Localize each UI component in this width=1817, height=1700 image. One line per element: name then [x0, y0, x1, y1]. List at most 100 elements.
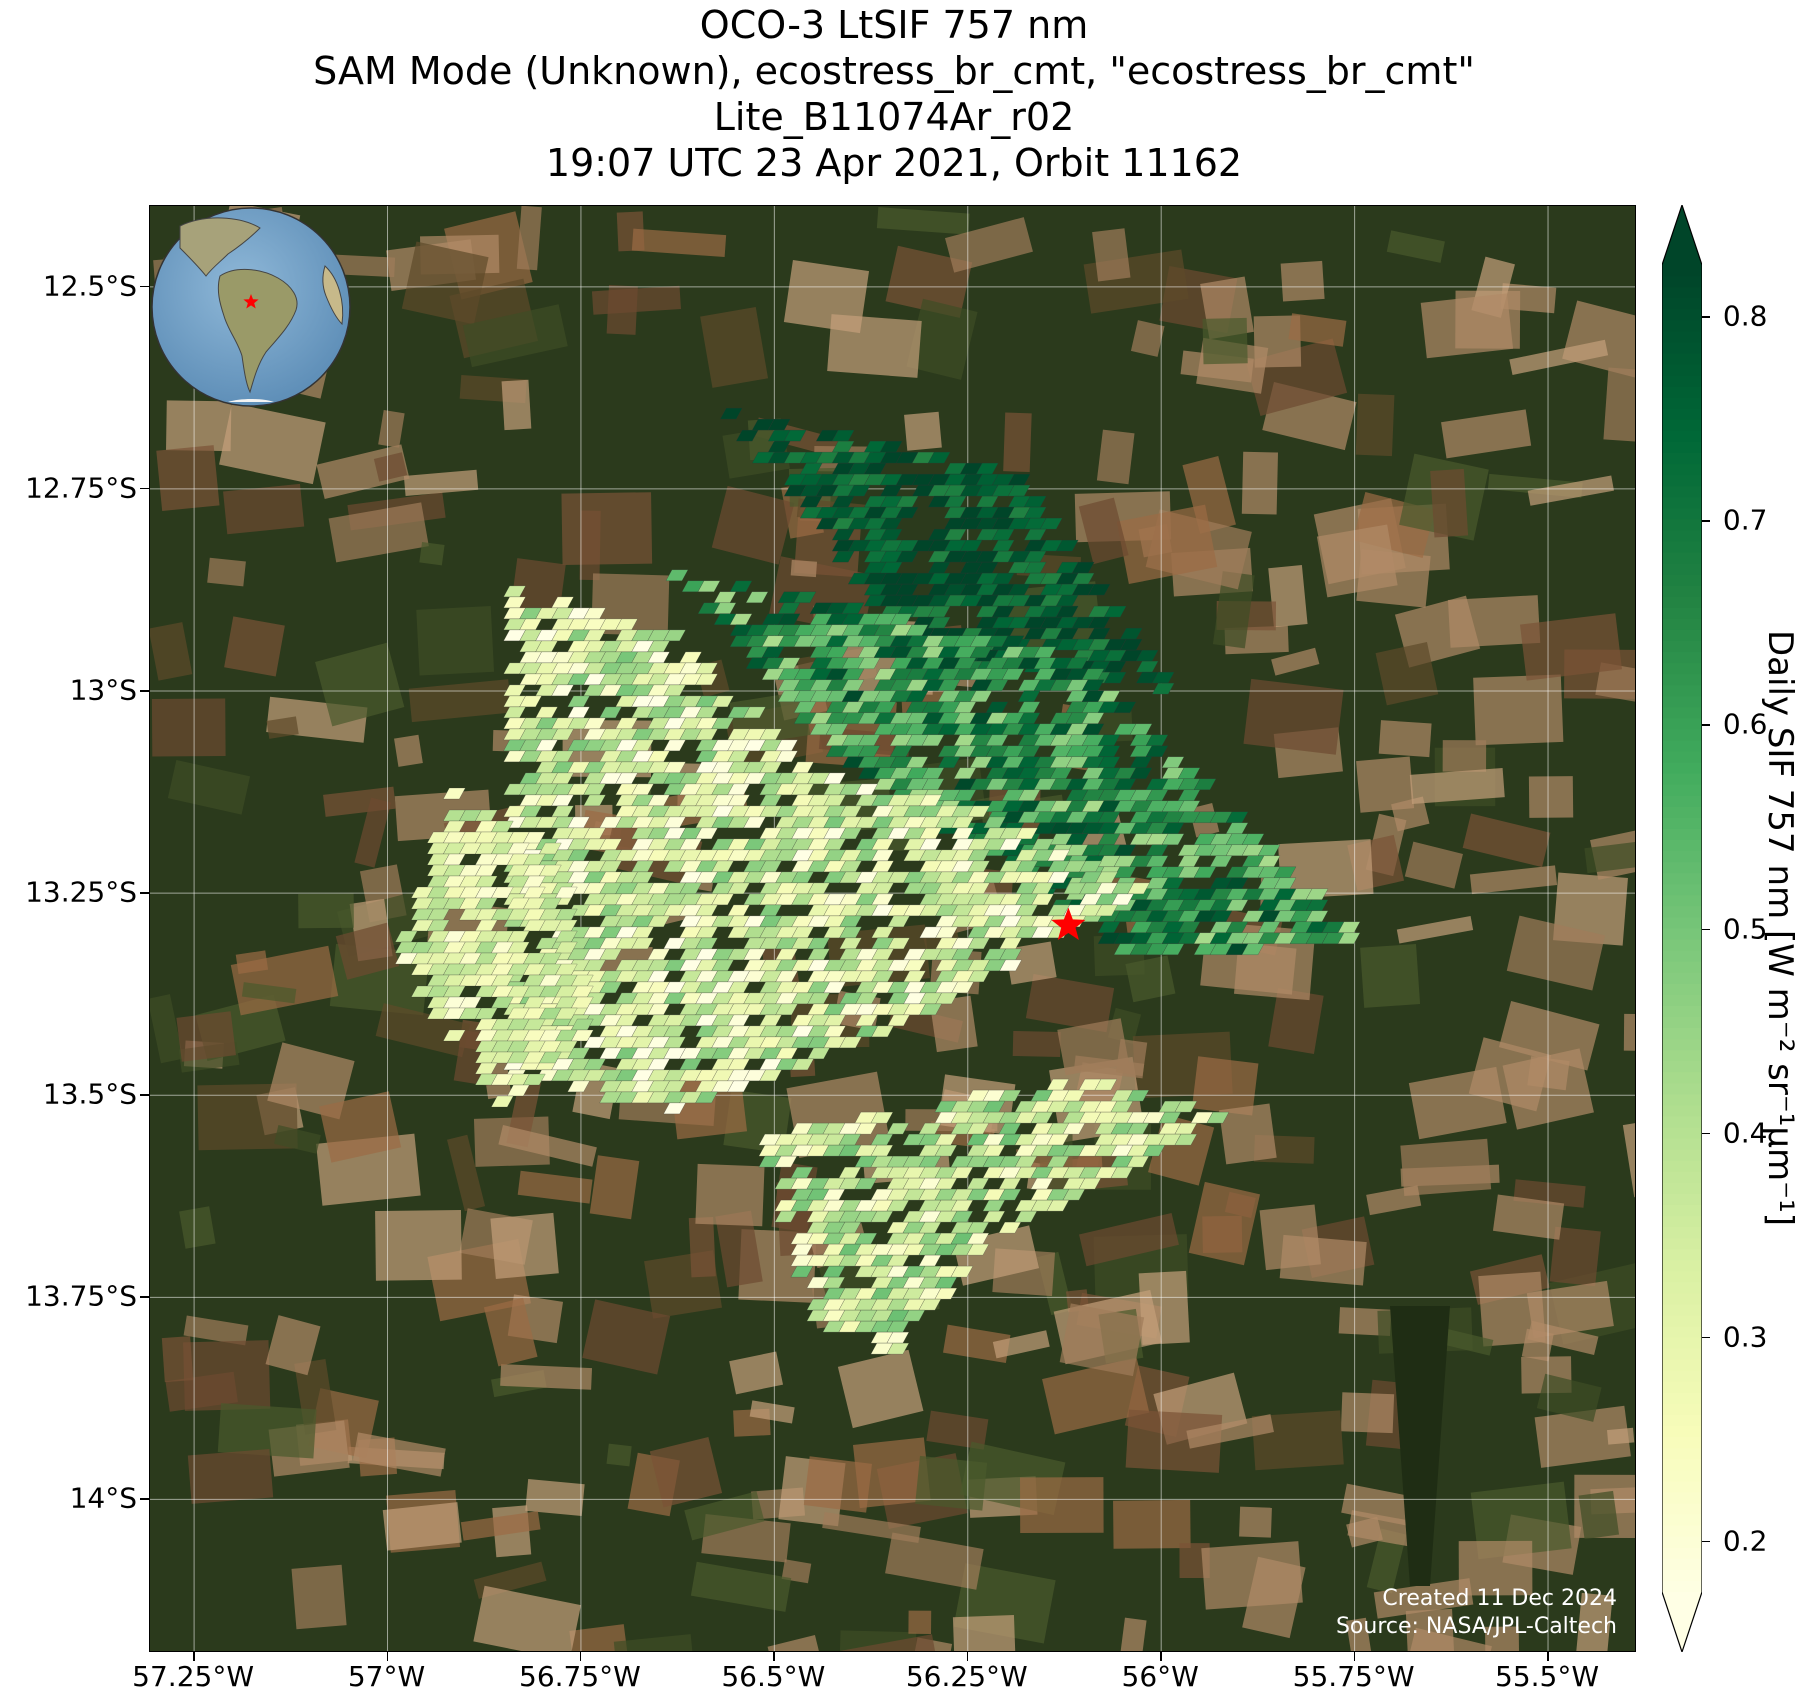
africa-edge-shape [322, 265, 344, 326]
land-field [1404, 841, 1463, 889]
colorbar-segment [1662, 629, 1702, 642]
land-field [904, 411, 942, 451]
land-field [715, 1210, 763, 1288]
sif-footprint [599, 706, 622, 719]
colorbar-segment [1662, 1536, 1702, 1549]
land-field [1405, 1608, 1455, 1651]
lat-tick-label: 12.5°S [42, 269, 137, 303]
title-line-2: SAM Mode (Unknown), ecostress_br_cmt, "e… [313, 49, 1475, 93]
sif-footprint [871, 1025, 894, 1038]
colorbar-tick-label: 0.4 [1714, 1116, 1768, 1150]
land-field [1239, 1506, 1272, 1538]
land-field [500, 1364, 593, 1390]
sif-footprint [1126, 1155, 1150, 1168]
land-field [569, 1624, 632, 1651]
land-field [606, 1443, 632, 1467]
sif-footprint [839, 827, 862, 840]
colorbar-segment [1662, 994, 1702, 1007]
colorbar-segment [1662, 397, 1702, 410]
land-field [328, 502, 429, 563]
sif-footprint [663, 1102, 686, 1115]
land-field [885, 1532, 984, 1590]
land-field [767, 1635, 821, 1651]
colorbar-segment [1662, 452, 1702, 465]
land-field [1442, 740, 1487, 772]
colorbar-segment [1662, 862, 1702, 874]
sif-footprint [1142, 1144, 1166, 1157]
land-field [1092, 228, 1131, 282]
land-field [352, 1432, 446, 1477]
colorbar-segment [1662, 1127, 1702, 1140]
colorbar-segment [1662, 1138, 1702, 1151]
land-field [1603, 367, 1635, 443]
colorbar-segment [1662, 1381, 1702, 1394]
sif-footprint [1001, 668, 1025, 680]
sif-footprint [538, 864, 562, 877]
land-field [373, 452, 408, 482]
land-field [649, 1437, 723, 1508]
land-field [1288, 313, 1347, 347]
sif-footprint [1174, 1133, 1198, 1146]
land-field [1549, 1226, 1601, 1287]
colorbar-segment [1662, 1481, 1702, 1494]
sif-footprint [1094, 1078, 1118, 1091]
land-field [382, 1502, 462, 1551]
sif-footprint [551, 728, 574, 741]
land-field [179, 1206, 216, 1249]
colorbar-segment [1662, 497, 1702, 509]
land-field [224, 616, 285, 677]
globe-star-icon [243, 294, 259, 309]
lat-tick-label: 14°S [69, 1481, 137, 1515]
land-field [401, 241, 489, 325]
land-field [416, 606, 495, 676]
land-field [183, 1315, 249, 1346]
sif-footprint [1047, 871, 1070, 884]
land-field [1506, 915, 1606, 991]
colorbar-segment [1662, 840, 1702, 852]
land-field [1470, 1481, 1572, 1560]
sif-footprint [1209, 855, 1233, 867]
colorbar-segment [1662, 530, 1702, 543]
sif-footprint [1095, 904, 1118, 917]
sif-footprint [1014, 1210, 1038, 1223]
colorbar-segment [1662, 1160, 1702, 1173]
forest-strip [1390, 1306, 1450, 1586]
sif-footprint [727, 1080, 750, 1093]
sif-footprint [1127, 882, 1150, 895]
colorbar-segment [1662, 652, 1702, 664]
lon-tick-mark [1353, 1652, 1356, 1661]
colorbar-label: Daily SIF 757 nm [W m⁻² sr⁻¹μm⁻¹] [1760, 629, 1800, 1227]
map-panel[interactable]: Created 11 Dec 2024 Source: NASA/JPL-Cal… [149, 205, 1636, 1652]
land-field [1316, 524, 1398, 598]
lat-tick-mark [140, 285, 149, 288]
sif-footprint [1062, 1122, 1086, 1135]
sif-footprint [711, 717, 734, 730]
colorbar-segment [1662, 331, 1702, 344]
colorbar-segment [1662, 486, 1702, 498]
land-field [1020, 1477, 1104, 1534]
land-field [1003, 412, 1032, 473]
colorbar-extend-min [1662, 1592, 1702, 1652]
colorbar-segment [1662, 1503, 1702, 1516]
land-field [1430, 468, 1469, 538]
sif-footprint [1174, 1100, 1198, 1113]
sif-footprint [1039, 517, 1063, 530]
colorbar-segment [1662, 309, 1702, 321]
sif-footprint [790, 1265, 814, 1278]
land-field [1519, 613, 1622, 681]
land-field [944, 217, 1033, 273]
land-field [1201, 1541, 1303, 1610]
colorbar-segment [1662, 1569, 1702, 1582]
colorbar-segment [1662, 1083, 1702, 1095]
sif-footprint [950, 1166, 974, 1179]
colorbar-segment [1662, 1005, 1702, 1018]
colorbar-tick-label: 0.2 [1714, 1524, 1768, 1558]
land-field [1623, 1013, 1635, 1052]
lon-tick-mark [386, 1652, 389, 1661]
sif-footprint [1126, 1089, 1150, 1102]
lat-tick-label: 13.5°S [42, 1077, 137, 1111]
lon-tick-mark [579, 1652, 582, 1661]
land-field [1441, 409, 1532, 459]
colorbar-segment [1662, 1182, 1702, 1195]
sif-footprint [695, 673, 718, 686]
